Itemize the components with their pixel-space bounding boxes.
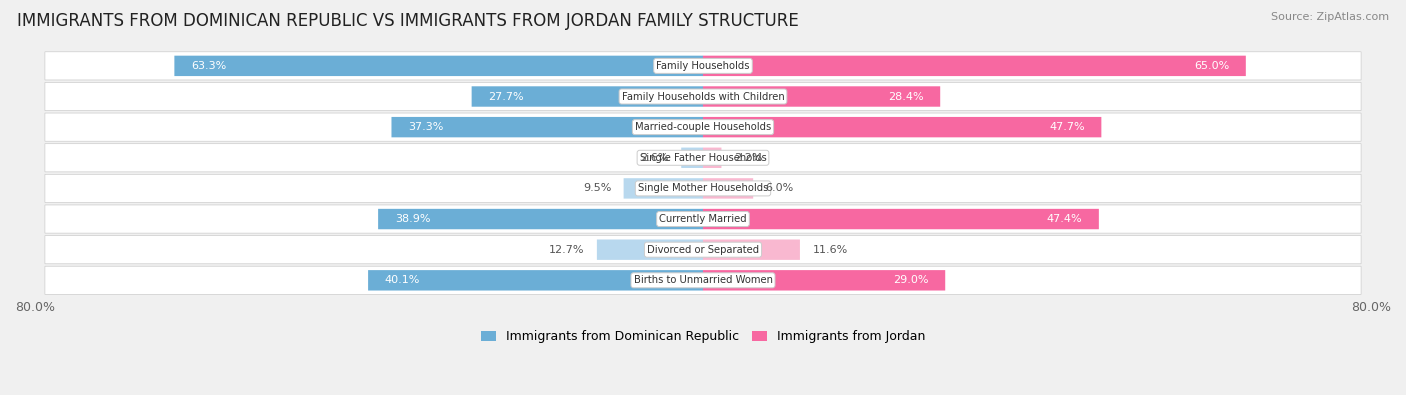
FancyBboxPatch shape — [703, 117, 1101, 137]
FancyBboxPatch shape — [703, 56, 1246, 76]
FancyBboxPatch shape — [703, 209, 1099, 229]
FancyBboxPatch shape — [45, 113, 1361, 141]
FancyBboxPatch shape — [45, 52, 1361, 80]
Text: Family Households with Children: Family Households with Children — [621, 92, 785, 102]
Text: Single Father Households: Single Father Households — [640, 153, 766, 163]
FancyBboxPatch shape — [378, 209, 703, 229]
FancyBboxPatch shape — [45, 266, 1361, 294]
FancyBboxPatch shape — [391, 117, 703, 137]
FancyBboxPatch shape — [703, 178, 754, 199]
Text: 6.0%: 6.0% — [766, 183, 794, 194]
FancyBboxPatch shape — [45, 83, 1361, 111]
FancyBboxPatch shape — [45, 205, 1361, 233]
FancyBboxPatch shape — [368, 270, 703, 290]
FancyBboxPatch shape — [703, 239, 800, 260]
FancyBboxPatch shape — [703, 148, 721, 168]
Text: Married-couple Households: Married-couple Households — [636, 122, 770, 132]
Text: 37.3%: 37.3% — [408, 122, 444, 132]
Text: 38.9%: 38.9% — [395, 214, 430, 224]
Text: Currently Married: Currently Married — [659, 214, 747, 224]
Text: 29.0%: 29.0% — [893, 275, 928, 285]
FancyBboxPatch shape — [703, 270, 945, 290]
FancyBboxPatch shape — [682, 148, 703, 168]
Text: 2.6%: 2.6% — [640, 153, 669, 163]
Text: Single Mother Households: Single Mother Households — [638, 183, 768, 194]
Text: 11.6%: 11.6% — [813, 245, 848, 255]
FancyBboxPatch shape — [174, 56, 703, 76]
Text: Family Households: Family Households — [657, 61, 749, 71]
Text: 47.7%: 47.7% — [1049, 122, 1084, 132]
Text: 12.7%: 12.7% — [548, 245, 585, 255]
Text: 2.2%: 2.2% — [734, 153, 762, 163]
Text: IMMIGRANTS FROM DOMINICAN REPUBLIC VS IMMIGRANTS FROM JORDAN FAMILY STRUCTURE: IMMIGRANTS FROM DOMINICAN REPUBLIC VS IM… — [17, 12, 799, 30]
FancyBboxPatch shape — [598, 239, 703, 260]
FancyBboxPatch shape — [45, 174, 1361, 203]
FancyBboxPatch shape — [471, 86, 703, 107]
Text: 40.1%: 40.1% — [385, 275, 420, 285]
Text: 63.3%: 63.3% — [191, 61, 226, 71]
FancyBboxPatch shape — [703, 86, 941, 107]
FancyBboxPatch shape — [45, 144, 1361, 172]
Text: Births to Unmarried Women: Births to Unmarried Women — [634, 275, 772, 285]
Text: 47.4%: 47.4% — [1046, 214, 1083, 224]
FancyBboxPatch shape — [624, 178, 703, 199]
Legend: Immigrants from Dominican Republic, Immigrants from Jordan: Immigrants from Dominican Republic, Immi… — [481, 330, 925, 343]
FancyBboxPatch shape — [45, 235, 1361, 264]
Text: 9.5%: 9.5% — [582, 183, 612, 194]
Text: Divorced or Separated: Divorced or Separated — [647, 245, 759, 255]
Text: Source: ZipAtlas.com: Source: ZipAtlas.com — [1271, 12, 1389, 22]
Text: 27.7%: 27.7% — [488, 92, 524, 102]
Text: 28.4%: 28.4% — [887, 92, 924, 102]
Text: 65.0%: 65.0% — [1194, 61, 1229, 71]
